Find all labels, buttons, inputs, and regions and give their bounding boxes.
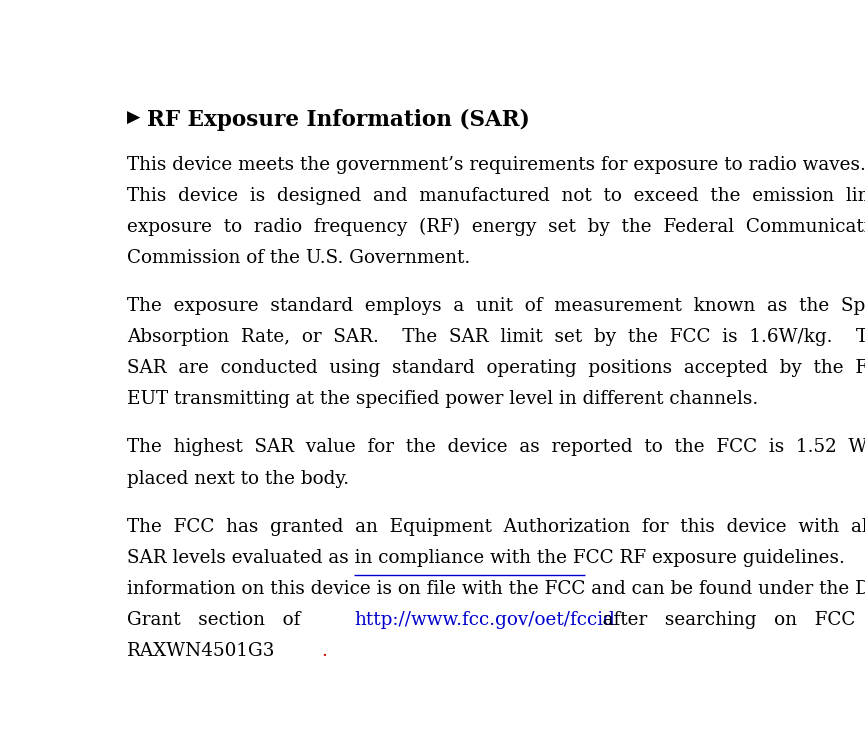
Text: EUT transmitting at the specified power level in different channels.: EUT transmitting at the specified power … [127, 390, 758, 408]
Text: Absorption  Rate,  or  SAR.    The  SAR  limit  set  by  the  FCC  is  1.6W/kg. : Absorption Rate, or SAR. The SAR limit s… [127, 328, 865, 346]
Text: Grant   section   of: Grant section of [127, 611, 318, 629]
Text: This device meets the government’s requirements for exposure to radio waves.: This device meets the government’s requi… [127, 156, 865, 174]
Text: http://www.fcc.gov/oet/fccid: http://www.fcc.gov/oet/fccid [355, 611, 615, 629]
Text: Commission of the U.S. Government.: Commission of the U.S. Government. [127, 249, 471, 267]
Text: exposure  to  radio  frequency  (RF)  energy  set  by  the  Federal  Communicati: exposure to radio frequency (RF) energy … [127, 218, 865, 236]
Text: .: . [322, 642, 327, 660]
Text: The  exposure  standard  employs  a  unit  of  measurement  known  as  the  Spec: The exposure standard employs a unit of … [127, 297, 865, 315]
Text: RF Exposure Information (SAR): RF Exposure Information (SAR) [147, 109, 529, 131]
Text: ▶: ▶ [127, 109, 140, 126]
Text: after   searching   on   FCC   ID:: after searching on FCC ID: [585, 611, 865, 629]
Text: This  device  is  designed  and  manufactured  not  to  exceed  the  emission  l: This device is designed and manufactured… [127, 187, 865, 205]
Text: The  FCC  has  granted  an  Equipment  Authorization  for  this  device  with  a: The FCC has granted an Equipment Authori… [127, 517, 865, 536]
Text: information on this device is on file with the FCC and can be found under the Di: information on this device is on file wi… [127, 580, 865, 597]
Text: SAR  are  conducted  using  standard  operating  positions  accepted  by  the  F: SAR are conducted using standard operati… [127, 360, 865, 377]
Text: placed next to the body.: placed next to the body. [127, 470, 349, 487]
Text: The  highest  SAR  value  for  the  device  as  reported  to  the  FCC  is  1.52: The highest SAR value for the device as … [127, 438, 865, 457]
Text: SAR levels evaluated as in compliance with the FCC RF exposure guidelines.    SA: SAR levels evaluated as in compliance wi… [127, 549, 865, 567]
Text: RAXWN4501G3: RAXWN4501G3 [127, 642, 275, 660]
